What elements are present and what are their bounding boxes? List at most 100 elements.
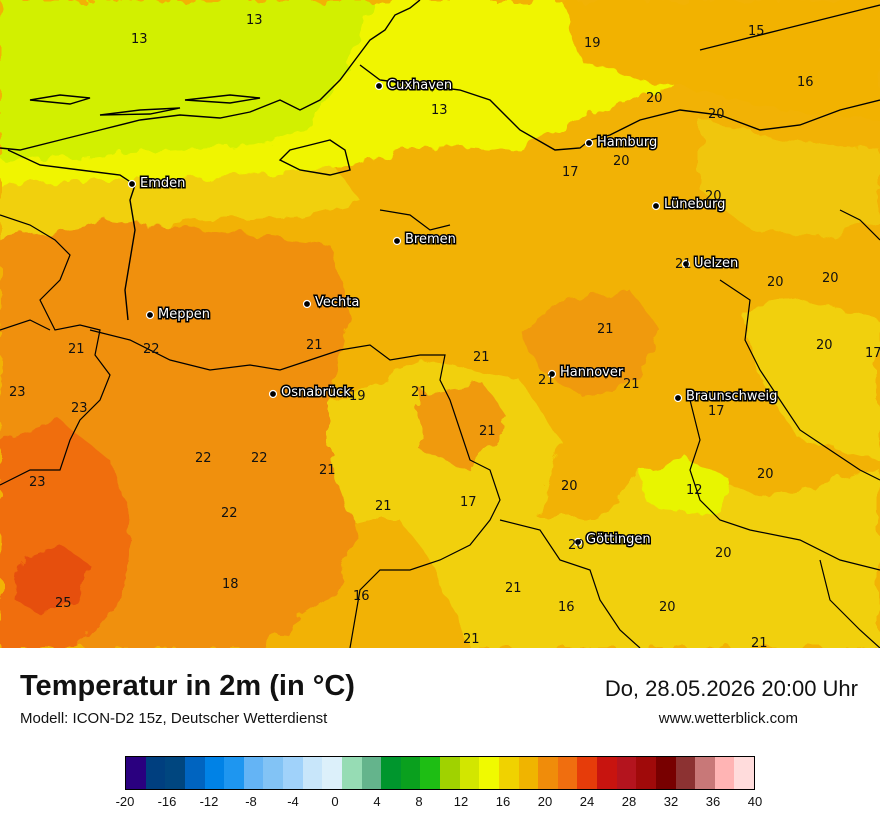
city-dot xyxy=(127,179,137,189)
temp-value: 19 xyxy=(349,389,366,404)
city-dot xyxy=(268,389,278,399)
city-dot xyxy=(651,201,661,211)
legend-swatch xyxy=(381,757,401,789)
legend-swatch xyxy=(695,757,715,789)
city-braunschweig: Braunschweig xyxy=(673,388,779,406)
temp-field-gold4 xyxy=(740,300,880,460)
city-label-meppen: Meppen xyxy=(158,307,210,322)
temperature-map: Cuxhaven Hamburg Emden Lüneburg Bremen U… xyxy=(0,0,880,648)
temp-value: 17 xyxy=(562,165,579,180)
temp-value: 13 xyxy=(131,32,148,47)
legend-swatch xyxy=(734,757,754,789)
temp-field-lime xyxy=(0,0,370,160)
temp-value: 20 xyxy=(613,154,630,169)
coastline xyxy=(0,0,880,321)
legend-swatch xyxy=(636,757,656,789)
temp-value: 22 xyxy=(195,451,212,466)
temp-field-orange3 xyxy=(420,380,510,470)
city-label-emden: Emden xyxy=(140,176,185,191)
legend-tick-label: 0 xyxy=(331,794,339,809)
city-label-hannover: Hannover xyxy=(560,365,624,380)
legend-tick-label: 24 xyxy=(579,794,595,809)
temp-value: 21 xyxy=(463,632,480,647)
legend-tick-label: 16 xyxy=(495,794,511,809)
legend-swatch xyxy=(714,757,735,789)
legend-swatch xyxy=(538,757,558,789)
temp-value: 20 xyxy=(816,338,833,353)
city-dot xyxy=(374,81,384,91)
temp-value: 13 xyxy=(246,13,263,28)
temp-value: 21 xyxy=(623,377,640,392)
temp-value: 25 xyxy=(55,596,72,611)
legend-tick-label: -16 xyxy=(157,794,177,809)
legend-swatch xyxy=(361,757,382,789)
city-label-goettingen: Göttingen xyxy=(586,532,651,547)
temp-value: 21 xyxy=(751,636,768,648)
legend-swatch xyxy=(243,757,264,789)
city-osnabrueck: Osnabrück xyxy=(268,384,353,402)
website-link[interactable]: www.wetterblick.com xyxy=(658,710,798,727)
legend-tick-label: -12 xyxy=(199,794,219,809)
legend-tick-label: -8 xyxy=(245,794,257,809)
temp-value: 20 xyxy=(561,479,578,494)
map-title: Temperatur in 2m (in °C) xyxy=(20,670,355,702)
legend-swatch xyxy=(655,757,676,789)
temp-value: 22 xyxy=(221,506,238,521)
temp-value: 19 xyxy=(584,36,601,51)
city-label-hamburg: Hamburg xyxy=(597,135,657,150)
temp-value: 17 xyxy=(865,346,880,361)
city-dot xyxy=(547,369,557,379)
city-goettingen: Göttingen xyxy=(573,531,652,549)
city-label-vechta: Vechta xyxy=(315,295,359,310)
city-dot xyxy=(681,259,691,269)
temp-value: 23 xyxy=(29,475,46,490)
temp-value: 12 xyxy=(686,483,703,498)
legend-swatch xyxy=(302,757,323,789)
temp-value: 21 xyxy=(675,257,692,272)
city-uelzen: Uelzen xyxy=(681,255,740,273)
temp-value: 22 xyxy=(251,451,268,466)
city-label-bremen: Bremen xyxy=(405,232,456,247)
legend-swatch xyxy=(283,757,303,789)
temp-value: 21 xyxy=(68,342,85,357)
temp-value: 22 xyxy=(143,342,160,357)
city-label-cuxhaven: Cuxhaven xyxy=(387,78,452,93)
legend-swatch xyxy=(479,757,499,789)
legend-swatch xyxy=(557,757,578,789)
city-label-uelzen: Uelzen xyxy=(694,256,738,271)
temp-value: 16 xyxy=(797,75,814,90)
city-lueneburg: Lüneburg xyxy=(651,196,727,214)
legend-swatch xyxy=(263,757,283,789)
forecast-datetime: Do, 28.05.2026 20:00 Uhr xyxy=(604,676,858,701)
temp-value: 21 xyxy=(479,424,496,439)
legend-tick-label: -20 xyxy=(115,794,135,809)
city-label-lueneburg: Lüneburg xyxy=(664,197,725,212)
city-hamburg: Hamburg xyxy=(584,134,659,152)
legend-swatch xyxy=(440,757,460,789)
city-vechta: Vechta xyxy=(302,294,361,312)
legend-swatch xyxy=(184,757,205,789)
borders xyxy=(0,209,880,648)
temp-value: 20 xyxy=(659,600,676,615)
temp-value: 21 xyxy=(505,581,522,596)
city-markers: Cuxhaven Hamburg Emden Lüneburg Bremen U… xyxy=(127,77,779,549)
legend-swatch xyxy=(498,757,519,789)
temp-value: 18 xyxy=(222,577,239,592)
city-cuxhaven: Cuxhaven xyxy=(374,77,454,95)
city-label-osnabrueck: Osnabrück xyxy=(281,385,351,400)
temp-field-gold3 xyxy=(700,120,880,240)
city-emden: Emden xyxy=(127,175,187,193)
legend-tick-labels: -20 -16 -12 -8 -4 0 4 8 12 16 20 24 28 32 36 40 xyxy=(0,794,880,812)
city-dot xyxy=(573,537,583,547)
legend-swatch xyxy=(322,757,342,789)
temp-value: 21 xyxy=(319,463,336,478)
temp-value: 20 xyxy=(715,546,732,561)
temp-value: 21 xyxy=(306,338,323,353)
legend-tick-label: 8 xyxy=(415,794,423,809)
legend-swatch xyxy=(459,757,480,789)
legend-swatch xyxy=(518,757,539,789)
legend-swatch xyxy=(165,757,185,789)
temp-value: 17 xyxy=(708,404,725,419)
legend-tick-label: -4 xyxy=(287,794,299,809)
temp-value: 20 xyxy=(705,189,722,204)
